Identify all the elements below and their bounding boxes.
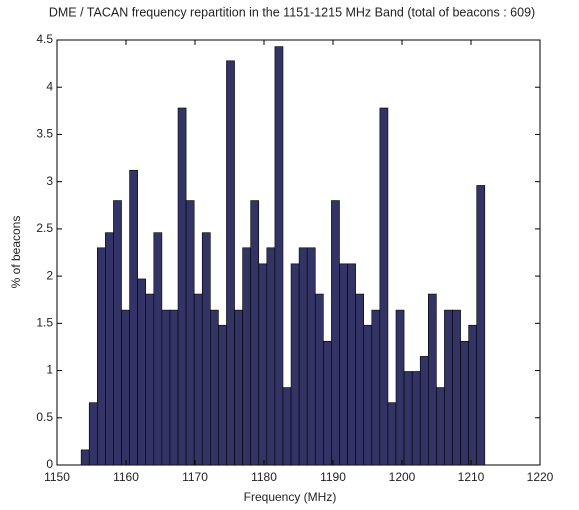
bar bbox=[153, 232, 163, 466]
y-tick-label: 3.5 bbox=[36, 127, 53, 141]
y-tick-label: 3 bbox=[46, 174, 53, 188]
chart-title: DME / TACAN frequency repartition in the… bbox=[49, 5, 535, 19]
bar bbox=[88, 402, 98, 466]
bar bbox=[274, 46, 284, 466]
bar bbox=[306, 247, 316, 466]
x-tick-label: 1160 bbox=[113, 470, 139, 484]
bar bbox=[80, 449, 90, 466]
bar bbox=[266, 247, 276, 466]
bar bbox=[129, 170, 138, 466]
bar bbox=[444, 309, 453, 466]
bar bbox=[185, 200, 195, 466]
bar bbox=[96, 247, 106, 466]
bar bbox=[145, 293, 155, 466]
bar bbox=[395, 309, 405, 466]
x-tick-label: 1170 bbox=[182, 470, 208, 484]
y-axis-label: % of beacons bbox=[9, 216, 23, 289]
y-tick-label: 0.5 bbox=[36, 410, 53, 424]
bar bbox=[339, 263, 348, 466]
bar bbox=[355, 293, 365, 466]
bar bbox=[476, 185, 486, 466]
y-tick-label: 1 bbox=[46, 363, 53, 377]
bar bbox=[161, 309, 171, 466]
bar bbox=[411, 371, 421, 466]
bar bbox=[210, 309, 219, 466]
y-tick-label: 1.5 bbox=[36, 316, 53, 330]
x-axis-label: Frequency (MHz) bbox=[244, 490, 337, 504]
bar bbox=[298, 247, 308, 466]
bar bbox=[323, 340, 332, 466]
bar bbox=[137, 278, 147, 466]
x-tick-label: 1190 bbox=[320, 470, 346, 484]
x-tick-label: 1180 bbox=[251, 470, 277, 484]
bar bbox=[258, 263, 268, 466]
y-tick-label: 2.5 bbox=[36, 221, 53, 235]
x-tick-label: 1210 bbox=[458, 470, 485, 484]
bar bbox=[105, 232, 114, 466]
bar bbox=[331, 200, 340, 466]
bar bbox=[436, 387, 445, 466]
x-tick-label: 1220 bbox=[527, 470, 554, 484]
y-tick-label: 0 bbox=[46, 457, 53, 471]
y-tick-label: 2 bbox=[46, 268, 53, 282]
bar bbox=[363, 324, 373, 466]
bar bbox=[242, 247, 251, 466]
bar bbox=[468, 324, 478, 466]
bar bbox=[379, 107, 389, 466]
bar bbox=[347, 263, 356, 466]
bar bbox=[193, 293, 203, 466]
bar bbox=[314, 293, 324, 466]
bar bbox=[282, 387, 292, 466]
bar bbox=[371, 309, 381, 466]
bar bbox=[460, 340, 469, 466]
x-tick-label: 1200 bbox=[389, 470, 416, 484]
bar bbox=[177, 107, 187, 466]
x-tick-label: 1150 bbox=[44, 470, 70, 484]
bar bbox=[234, 309, 243, 466]
bar bbox=[403, 371, 413, 466]
bar bbox=[290, 263, 300, 466]
bar bbox=[387, 402, 397, 466]
bar bbox=[250, 200, 260, 466]
y-tick-label: 4 bbox=[46, 79, 53, 93]
bar bbox=[121, 309, 130, 466]
bar bbox=[169, 309, 179, 466]
y-tick-label: 4.5 bbox=[36, 32, 53, 46]
bar bbox=[419, 356, 429, 466]
bar bbox=[201, 232, 211, 466]
bar bbox=[226, 60, 235, 466]
bar bbox=[113, 200, 122, 466]
bar bbox=[452, 309, 461, 466]
bar bbox=[218, 324, 227, 466]
bar bbox=[427, 293, 437, 466]
